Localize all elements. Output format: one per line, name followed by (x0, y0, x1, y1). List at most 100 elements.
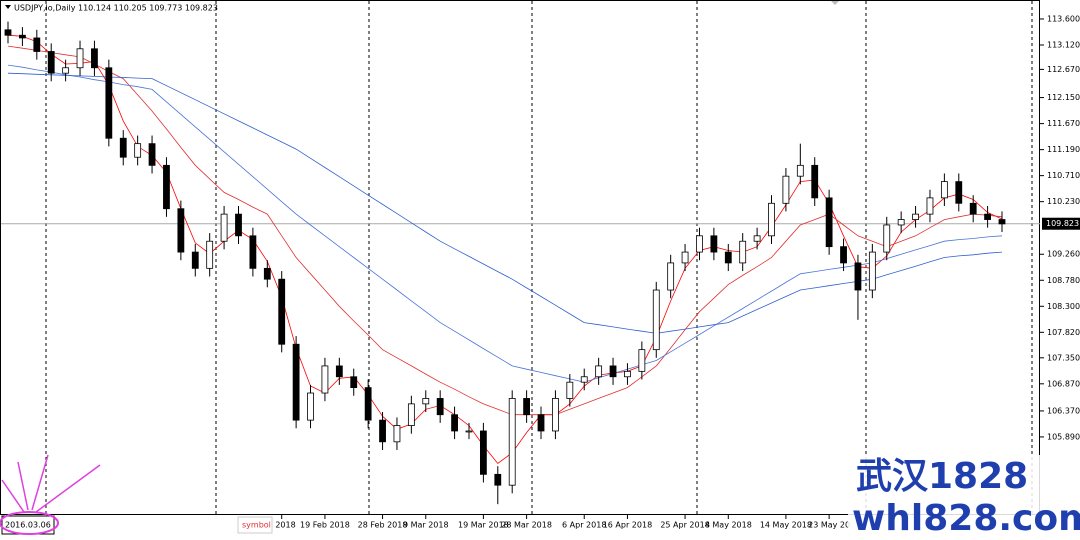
candle-body (912, 213, 919, 220)
candle-body (696, 235, 703, 253)
candle-body (379, 419, 386, 443)
candle-body (4, 29, 12, 36)
candle-body (191, 251, 199, 269)
y-tick-label: 110.710 (1047, 171, 1080, 180)
moving-average (7, 45, 1003, 416)
x-tick-label: 25 Apr 2018 (660, 521, 709, 530)
candle-body (782, 175, 790, 204)
y-tick-label: 113.120 (1047, 40, 1080, 49)
candle-body (537, 414, 545, 432)
candle-body (753, 235, 761, 242)
x-tick-label: b 2018 (268, 521, 296, 530)
y-tick-label: 108.300 (1047, 302, 1080, 311)
y-tick-label: 109.260 (1047, 250, 1080, 259)
candle-body (523, 398, 531, 416)
candle-body (652, 289, 660, 351)
menu-arrow[interactable] (5, 5, 11, 9)
y-tick-label: 106.370 (1047, 406, 1080, 415)
y-tick-label: 110.230 (1047, 197, 1080, 206)
y-tick-label: 106.870 (1047, 379, 1080, 388)
candle-body (609, 365, 617, 378)
candle-body (479, 430, 487, 475)
moving-average (7, 64, 1003, 383)
candle-body (465, 430, 473, 433)
candle-body (840, 246, 847, 264)
chart-title: USDJPY,lo,Daily 110.124 110.205 109.773 … (14, 4, 218, 13)
candle-body (811, 164, 819, 199)
candle-body (566, 381, 574, 399)
y-tick-label: 111.190 (1047, 145, 1080, 154)
y-tick-label: 105.890 (1047, 432, 1080, 441)
cursor-date: 2016.03.06 (5, 521, 51, 530)
candle-body (177, 208, 185, 253)
candle-body (119, 137, 127, 158)
candle-body (307, 392, 314, 421)
y-tick-label: 111.670 (1047, 119, 1080, 128)
x-tick-label: 19 Feb 2018 (300, 521, 350, 530)
x-tick-label: 28 Feb 2018 (358, 521, 408, 530)
candle-body (926, 197, 934, 215)
current-price-label: 109.823 (1046, 219, 1079, 228)
candle-body (624, 370, 631, 378)
candle-body (667, 262, 675, 291)
shift-marker (831, 1, 839, 5)
candle-body (825, 197, 833, 248)
period-separators (45, 1, 1033, 514)
candle-body (278, 278, 286, 345)
candle-body (33, 37, 41, 52)
cursor-date-box: 2016.03.06 (0, 454, 101, 535)
candle-body (163, 164, 170, 210)
candle-body (364, 387, 372, 421)
candle-body (998, 219, 1006, 225)
candle-body (768, 202, 775, 237)
candle-body (508, 398, 516, 486)
candle-body (19, 34, 26, 39)
candle-body (422, 398, 430, 405)
candle-body (451, 414, 458, 432)
candle-body (940, 181, 948, 199)
candle-body (206, 240, 214, 269)
candle-body (62, 67, 70, 74)
candle-body (407, 403, 415, 426)
x-tick-label: 4 May 2018 (705, 521, 752, 530)
candle-body (868, 251, 876, 291)
moving-average (7, 72, 1003, 334)
price-box (1042, 217, 1080, 230)
candle-body (710, 235, 718, 253)
y-tick-label: 107.350 (1047, 353, 1080, 362)
y-tick-label: 112.150 (1047, 93, 1080, 102)
candle-body (263, 267, 271, 280)
highlight-ellipse (0, 511, 59, 535)
candle-body (436, 398, 444, 416)
candle-body (91, 48, 98, 69)
x-tick-label: 14 May 2018 (760, 521, 812, 530)
symbol-label: symbol (242, 521, 271, 530)
candle-body (494, 473, 502, 486)
marks (1, 21, 1040, 505)
candle-body (76, 48, 84, 69)
watermark: whl828.com (852, 498, 1080, 536)
candle-body (105, 67, 113, 139)
candle-body (969, 202, 977, 215)
candle-body (739, 240, 747, 264)
candle-body (148, 143, 156, 166)
candle-body (984, 213, 991, 220)
candle-body (350, 376, 358, 389)
candle-body (47, 51, 55, 74)
candle-body (220, 213, 228, 242)
candle-body (321, 365, 329, 394)
candle-body (393, 425, 401, 443)
candle-body (335, 365, 343, 378)
candle-body (883, 224, 891, 253)
x-tick-label: 28 Mar 2018 (501, 521, 552, 530)
candle-body (580, 376, 588, 383)
candle-body (134, 143, 142, 158)
y-tick-label: 113.600 (1047, 14, 1080, 23)
candle-body (292, 343, 300, 421)
y-tick-label: 108.780 (1047, 276, 1080, 285)
y-tick-label: 112.670 (1047, 65, 1080, 74)
candle-body (249, 235, 257, 269)
highlight-rays (1, 454, 101, 513)
candle-body (638, 349, 646, 372)
